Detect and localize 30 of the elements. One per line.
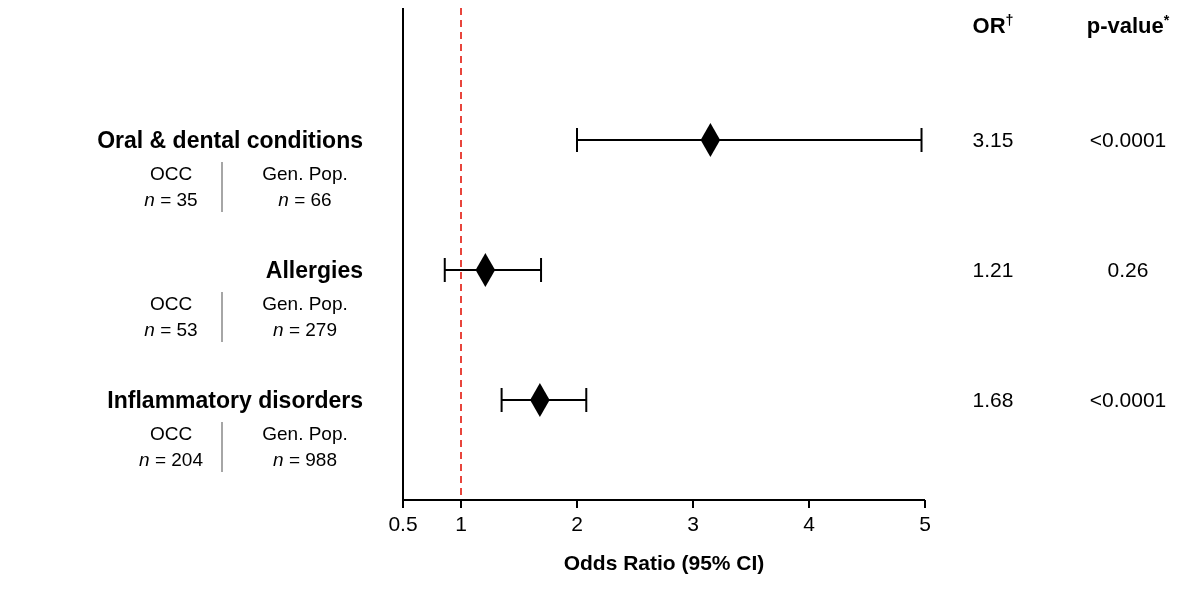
text: Gen. Pop. bbox=[262, 163, 348, 184]
text: n = 66 bbox=[278, 189, 332, 210]
text: <0.0001 bbox=[1089, 388, 1167, 411]
text: 0.26 bbox=[1107, 258, 1149, 281]
x-tick-label: 5 bbox=[919, 512, 931, 535]
text: OCC bbox=[149, 293, 193, 314]
x-tick-label: 1 bbox=[455, 512, 467, 535]
y-tick-label: Allergies bbox=[265, 257, 363, 283]
text: Gen. Pop. bbox=[262, 293, 348, 314]
text: OCC bbox=[149, 163, 193, 184]
x-tick-label: 2 bbox=[571, 512, 583, 535]
text: <0.0001 bbox=[1089, 128, 1167, 151]
text: n = 988 bbox=[273, 449, 337, 470]
x-tick-label: 4 bbox=[803, 512, 816, 535]
text: n = 279 bbox=[273, 319, 337, 340]
x-tick-label: 0.5 bbox=[388, 512, 418, 535]
data-label: 3.15 bbox=[972, 128, 1014, 151]
text: n = 204 bbox=[139, 449, 204, 470]
x-tick-label: 3 bbox=[687, 512, 699, 535]
data-label: 1.68 bbox=[972, 388, 1014, 411]
text: OCC bbox=[149, 423, 193, 444]
text: n = 35 bbox=[144, 189, 198, 210]
text: Gen. Pop. bbox=[262, 423, 348, 444]
data-label: 1.21 bbox=[972, 258, 1014, 281]
y-tick-label: Inflammatory disorders bbox=[107, 387, 363, 413]
text: p-value$^{*}$ bbox=[1086, 12, 1170, 38]
x-axis-title: Odds Ratio (95% CI) bbox=[563, 551, 765, 574]
text: n = 53 bbox=[144, 319, 198, 340]
text: OR$^{†}$ bbox=[972, 12, 1014, 38]
y-tick-label: Oral & dental conditions bbox=[97, 127, 363, 153]
